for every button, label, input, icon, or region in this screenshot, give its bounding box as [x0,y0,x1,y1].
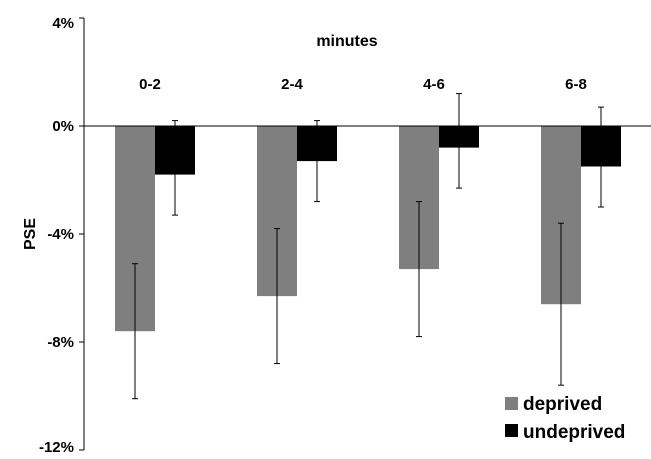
bars-layer [115,126,621,331]
category-label-2-4: 2-4 [281,76,303,93]
legend-swatch-deprived [505,397,518,410]
y-tick-label: -8% [47,334,74,351]
chart-title: minutes [316,33,377,50]
y-tick-label: -4% [47,226,74,243]
y-tick-label: 4% [52,15,74,32]
category-labels-layer: 0-2 2-4 4-6 6-8 [139,76,587,93]
legend-label-undeprived: undeprived [523,422,625,443]
y-tick-label: -12% [39,439,74,456]
y-tick-label: 0% [52,118,74,135]
y-axis-label: PSE [22,218,39,250]
y-ticks-layer: 4% 0% -4% -8% -12% [39,15,84,456]
category-label-0-2: 0-2 [139,76,161,93]
legend: deprived undeprived [505,394,625,443]
legend-label-deprived: deprived [523,394,602,415]
legend-swatch-undeprived [505,424,518,437]
category-label-4-6: 4-6 [423,76,445,93]
error-bars-layer [132,94,604,399]
category-label-6-8: 6-8 [565,76,587,93]
